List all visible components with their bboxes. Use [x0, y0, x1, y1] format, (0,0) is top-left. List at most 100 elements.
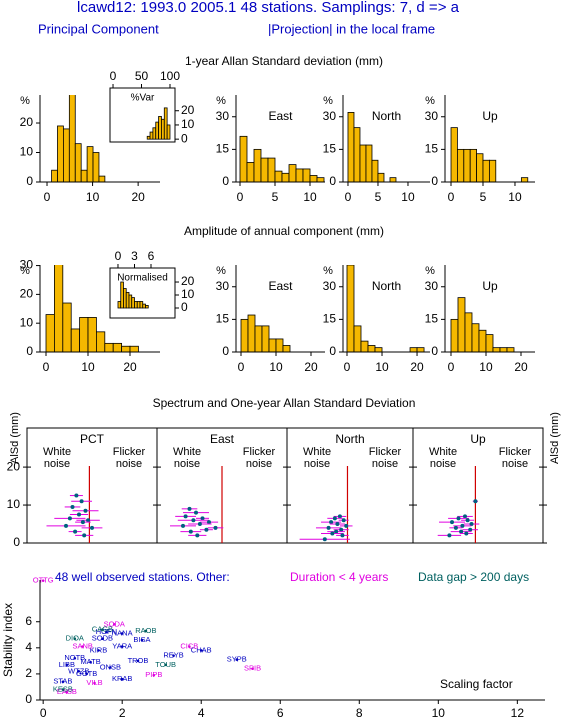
- point: [337, 514, 342, 519]
- y-tick-label: 0: [329, 174, 336, 188]
- point: [86, 518, 91, 523]
- point: [334, 529, 339, 534]
- bar: [288, 164, 297, 182]
- note: White: [173, 446, 201, 458]
- x-tick-label: 10: [432, 706, 446, 720]
- bar: [51, 169, 58, 182]
- x-tick-label: 5: [375, 190, 382, 204]
- point: [194, 510, 198, 515]
- x-tick-label: 0: [448, 360, 455, 374]
- panel-title: North: [372, 109, 401, 123]
- station-label: VILB: [86, 678, 102, 687]
- y-axis-label: %: [323, 265, 333, 277]
- y-tick-label: 20: [181, 274, 195, 288]
- y-axis-label: %: [20, 95, 30, 107]
- point: [83, 508, 88, 513]
- panel-title: Up: [470, 432, 486, 446]
- note: noise: [502, 458, 528, 470]
- bar: [347, 112, 355, 182]
- bar: [275, 338, 284, 352]
- bar: [74, 143, 82, 182]
- bar: [353, 127, 361, 182]
- station-label: BISA: [133, 635, 150, 644]
- bar: [309, 175, 318, 182]
- x-tick-label: 0: [110, 69, 117, 83]
- legend-entry: Data gap > 200 days: [418, 570, 529, 584]
- station-label: CHAB: [191, 645, 212, 654]
- point: [191, 518, 196, 523]
- y-tick-label: 30: [323, 109, 337, 123]
- note: Flicker: [499, 446, 532, 458]
- y-tick-label: 20: [20, 115, 34, 129]
- bar: [260, 157, 269, 182]
- point: [109, 666, 112, 669]
- x-tick-label: 4: [198, 706, 205, 720]
- bar: [120, 281, 124, 309]
- point: [447, 533, 452, 538]
- bar: [389, 177, 397, 182]
- x-tick-label: 10: [508, 190, 522, 204]
- y-axis-label: AlSd (mm): [549, 412, 561, 464]
- y-axis-label: AlSd (mm): [9, 412, 21, 464]
- bar: [86, 146, 94, 182]
- station-label: YARA: [112, 642, 132, 651]
- bars: [146, 107, 171, 140]
- point: [90, 525, 94, 530]
- bar: [416, 347, 425, 352]
- bar: [96, 331, 106, 352]
- bar: [295, 168, 304, 182]
- bar: [254, 325, 263, 352]
- point: [460, 523, 465, 528]
- point: [197, 522, 202, 527]
- y-tick-label: 0: [431, 174, 438, 188]
- point: [164, 663, 167, 667]
- x-tick-label: 20: [410, 360, 424, 374]
- bar: [92, 152, 100, 182]
- y-axis-label: %: [323, 95, 333, 107]
- x-tick-label: 0: [344, 360, 351, 374]
- x-tick-label: 0: [345, 190, 352, 204]
- point: [74, 493, 79, 498]
- note: White: [43, 446, 71, 458]
- panel-title: North: [372, 279, 401, 293]
- x-tick-label: 20: [514, 360, 528, 374]
- x-tick-label: 20: [123, 360, 137, 374]
- bar: [506, 347, 515, 352]
- station-label: WTZB: [68, 666, 89, 675]
- point: [188, 529, 193, 534]
- station-label: OTTG: [33, 576, 54, 585]
- x-tick-label: 0: [115, 249, 122, 263]
- bar: [121, 345, 131, 352]
- panel-title: Up: [482, 279, 498, 293]
- note: Flicker: [369, 446, 402, 458]
- y-tick-label: 30: [323, 279, 337, 293]
- y-tick-label: 0: [222, 344, 229, 358]
- bar: [346, 265, 355, 352]
- station-label: SODA: [104, 619, 125, 628]
- station-label: NOTB: [64, 653, 85, 662]
- station-label: TROB: [128, 656, 149, 665]
- bar: [125, 292, 130, 309]
- station-label: KESB: [53, 685, 73, 694]
- point: [73, 656, 77, 660]
- point: [207, 520, 211, 525]
- bar: [145, 305, 149, 309]
- bar: [478, 329, 487, 352]
- section-title: Spectrum and One-year Allan Standard Dev…: [153, 396, 416, 410]
- station-label: PIPB: [145, 670, 162, 679]
- bar: [371, 159, 379, 182]
- point: [469, 522, 474, 527]
- x-tick-label: 0: [40, 706, 47, 720]
- note: White: [429, 446, 457, 458]
- x-tick-label: 10: [269, 360, 283, 374]
- section-title: Amplitude of annual component (mm): [184, 224, 384, 238]
- point: [82, 533, 87, 538]
- bar: [131, 297, 135, 309]
- y-tick-label: 0: [222, 174, 229, 188]
- bar: [282, 345, 291, 352]
- bars: [346, 265, 425, 352]
- point: [199, 649, 203, 652]
- bar: [45, 314, 55, 352]
- point: [85, 672, 88, 676]
